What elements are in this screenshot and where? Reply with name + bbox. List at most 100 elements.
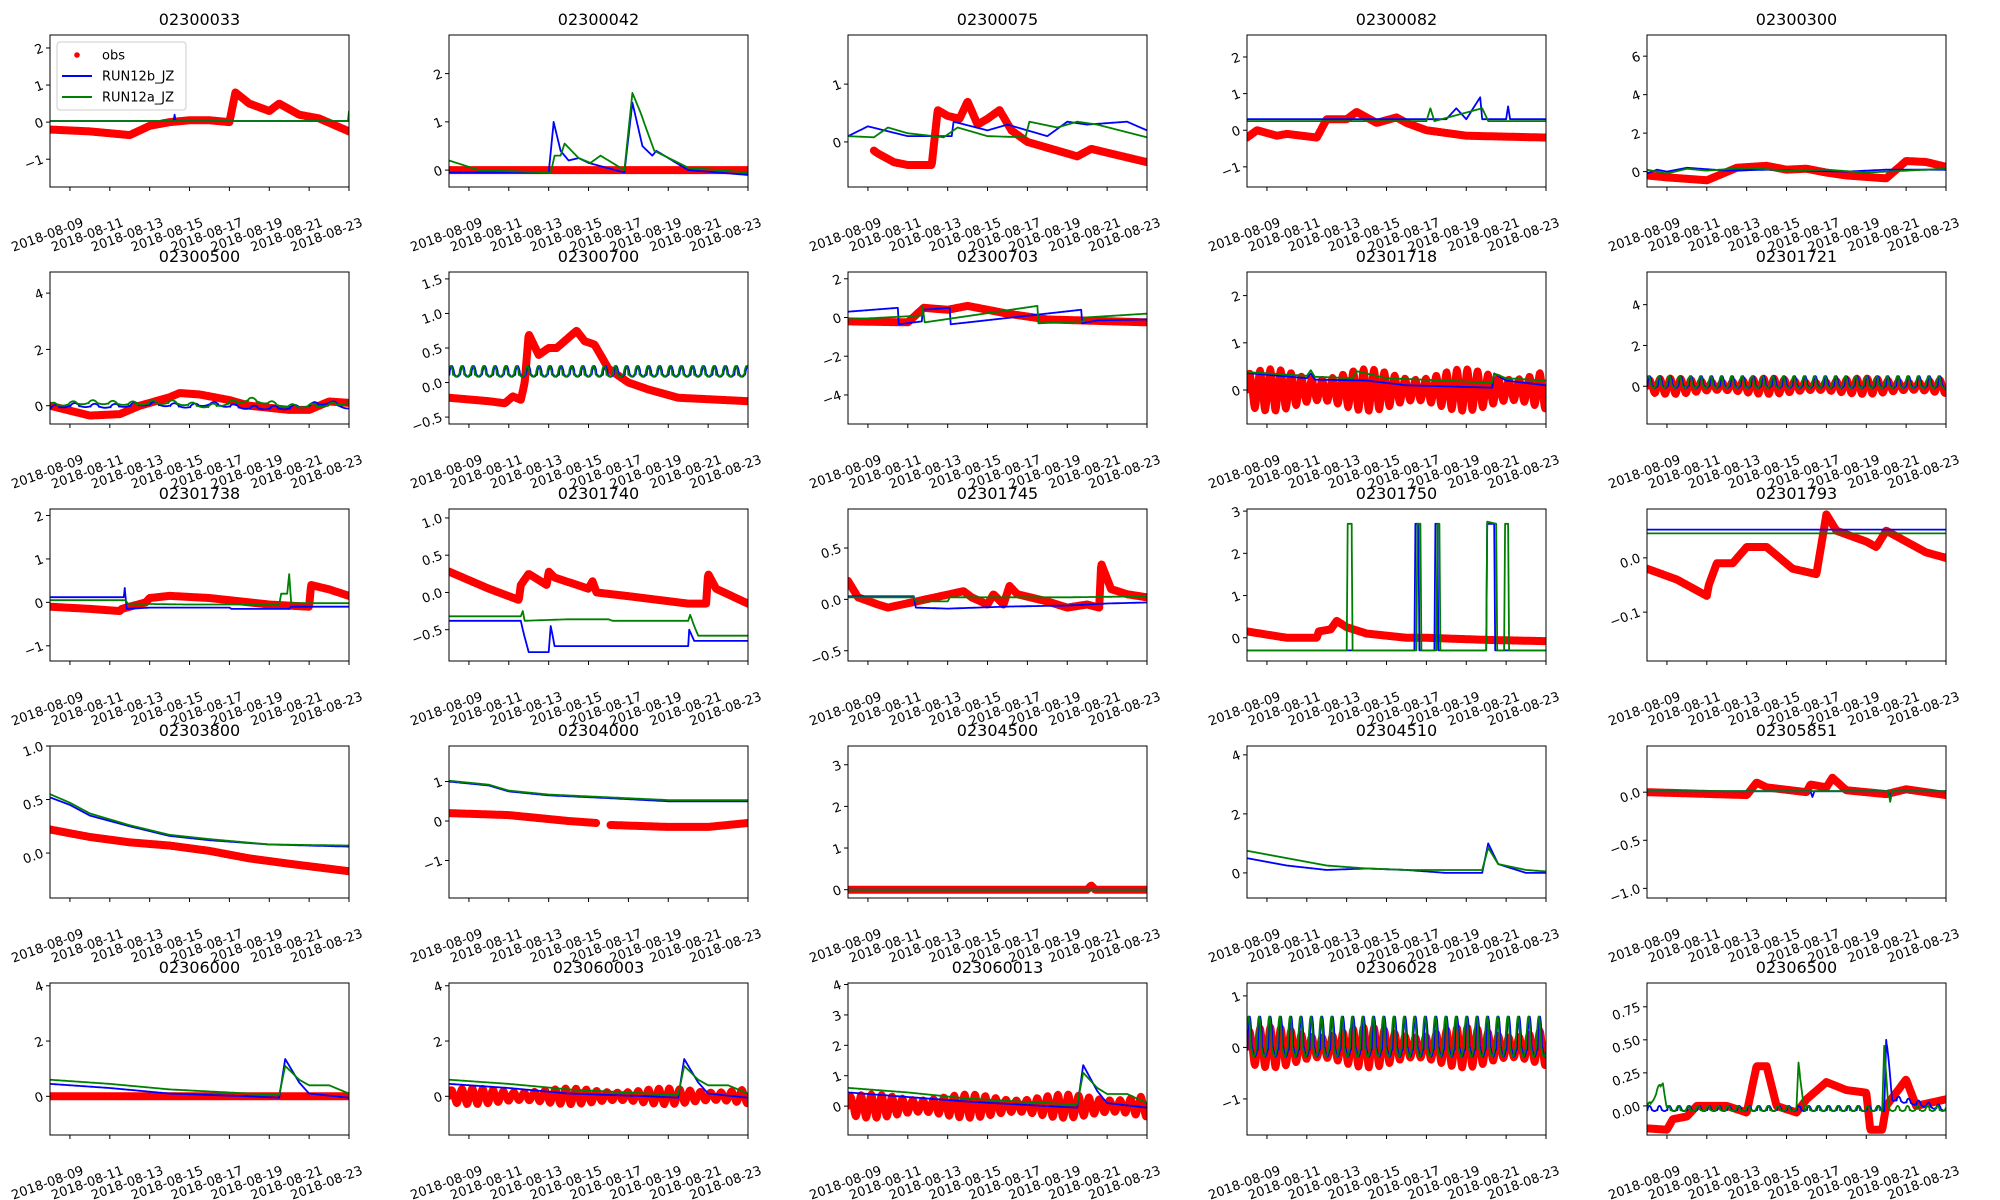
axes-frame	[1246, 508, 1547, 662]
series-RUN12b_JZ	[848, 1064, 1147, 1109]
plot-area	[1647, 510, 1946, 600]
axes-frame	[49, 34, 350, 188]
subplot-title: 02300703	[957, 247, 1038, 266]
subplot-title: 02304000	[558, 721, 639, 740]
series-RUN12b_JZ	[50, 1058, 349, 1099]
plot-area	[1647, 773, 1946, 803]
y-tick-label: 3	[1230, 505, 1243, 522]
axes-frame	[49, 745, 350, 899]
y-tick-label: 0	[432, 164, 445, 181]
legend-box	[56, 41, 187, 111]
y-tick-label: 4	[33, 287, 46, 304]
subplot-02306500: 023065000.000.250.500.752018-08-092018-0…	[1607, 958, 1962, 1200]
y-tick-label: 0	[1230, 866, 1243, 883]
legend-label: RUN12b_JZ	[102, 70, 174, 85]
subplot-02301721: 023017210242018-08-092018-08-112018-08-1…	[1607, 247, 1962, 493]
subplot-02300700: 02300700−0.50.00.51.01.52018-08-092018-0…	[409, 247, 764, 493]
y-tick-label: 2	[831, 800, 844, 817]
subplot-title: 02304500	[957, 721, 1038, 740]
y-tick-label: 1	[33, 78, 46, 95]
y-tick-label: 1.0	[420, 307, 445, 328]
y-tick-label: 0	[1630, 165, 1643, 182]
axes-frame	[448, 34, 749, 188]
y-tick-label: 6	[1630, 50, 1643, 67]
y-tick-label: 1	[831, 78, 844, 95]
subplot-title: 02306500	[1756, 958, 1837, 977]
y-tick-label: 0	[33, 116, 46, 133]
y-tick-label: −1	[1220, 1092, 1243, 1113]
plot-area	[50, 1058, 349, 1101]
y-tick-label: 2	[33, 509, 46, 526]
y-tick-label: 0	[1230, 124, 1243, 141]
series-RUN12b_JZ	[449, 780, 748, 803]
y-tick-label: −1.0	[1608, 882, 1643, 907]
y-tick-label: −2	[821, 350, 844, 371]
legend-label: obs	[102, 49, 125, 64]
y-tick-label: 0.5	[420, 341, 445, 362]
subplot-023060013: 023060013012342018-08-092018-08-112018-0…	[808, 958, 1163, 1200]
series-RUN12a_JZ	[50, 110, 349, 122]
y-tick-label: 4	[1630, 88, 1643, 105]
y-tick-label: 0.5	[819, 541, 844, 562]
subplot-02304500: 0230450001232018-08-092018-08-112018-08-…	[808, 721, 1163, 967]
series-RUN12b_JZ	[848, 306, 1147, 326]
plot-area	[1247, 96, 1546, 142]
subplot-title: 02301738	[159, 484, 240, 503]
series-RUN12a_JZ	[848, 120, 1147, 139]
y-tick-label: 0.0	[1618, 551, 1643, 572]
series-RUN12b_JZ	[449, 101, 748, 176]
y-tick-label: 2	[432, 67, 445, 84]
axes-frame	[49, 508, 350, 662]
y-tick-label: 0	[831, 311, 844, 328]
y-tick-label: 2	[33, 1034, 46, 1051]
subplot-title: 02306028	[1356, 958, 1437, 977]
y-tick-label: 0.0	[819, 593, 844, 614]
subplot-title: 02301745	[957, 484, 1038, 503]
plot-area	[848, 301, 1147, 327]
y-tick-label: 1	[1230, 589, 1243, 606]
y-tick-label: 1.0	[420, 511, 445, 532]
y-tick-label: 2	[1230, 547, 1243, 564]
axes-frame	[1246, 982, 1547, 1136]
subplot-title: 02300042	[558, 10, 639, 29]
axes-frame	[847, 745, 1148, 899]
subplot-02303800: 023038000.00.51.02018-08-092018-08-11201…	[10, 721, 365, 967]
y-tick-label: 1	[432, 775, 445, 792]
y-tick-label: 2	[33, 343, 46, 360]
series-RUN12a_JZ	[1247, 369, 1546, 384]
axes-frame	[847, 34, 1148, 188]
axes-frame	[847, 508, 1148, 662]
obs-series	[1647, 773, 1946, 800]
y-tick-label: 1.0	[21, 739, 46, 760]
y-tick-label: 4	[831, 978, 844, 995]
subplot-title: 02301793	[1756, 484, 1837, 503]
obs-series	[449, 809, 748, 831]
y-tick-label: 1.5	[420, 272, 445, 293]
y-tick-label: 3	[831, 758, 844, 775]
y-tick-label: 0.0	[1618, 786, 1643, 807]
series-RUN12b_JZ	[50, 587, 349, 610]
series-RUN12a_JZ	[449, 779, 748, 801]
axes-frame	[1246, 271, 1547, 425]
series-RUN12a_JZ	[1647, 1044, 1946, 1112]
series-RUN12a_JZ	[1247, 1015, 1546, 1058]
subplot-02301740: 02301740−0.50.00.51.02018-08-092018-08-1…	[409, 484, 764, 730]
y-tick-label: 0	[33, 1090, 46, 1107]
plot-area	[848, 1064, 1147, 1122]
subplot-title: 02300033	[159, 10, 240, 29]
y-tick-label: 4	[432, 979, 445, 996]
subplot-title: 02306000	[159, 958, 240, 977]
subplot-title: 023060013	[952, 958, 1044, 977]
series-RUN12a_JZ	[50, 396, 349, 409]
y-tick-label: 4	[33, 979, 46, 996]
subplot-title: 02300300	[1756, 10, 1837, 29]
axes-frame	[1246, 745, 1547, 899]
y-tick-label: 1	[831, 1069, 844, 1086]
y-tick-label: 1	[1230, 87, 1243, 104]
subplot-title: 02305851	[1756, 721, 1837, 740]
plot-area	[449, 92, 748, 176]
y-tick-label: 2	[831, 272, 844, 289]
y-tick-label: 0	[432, 1090, 445, 1107]
series-RUN12a_JZ	[449, 1065, 748, 1096]
subplot-02300500: 023005000242018-08-092018-08-112018-08-1…	[10, 247, 365, 493]
